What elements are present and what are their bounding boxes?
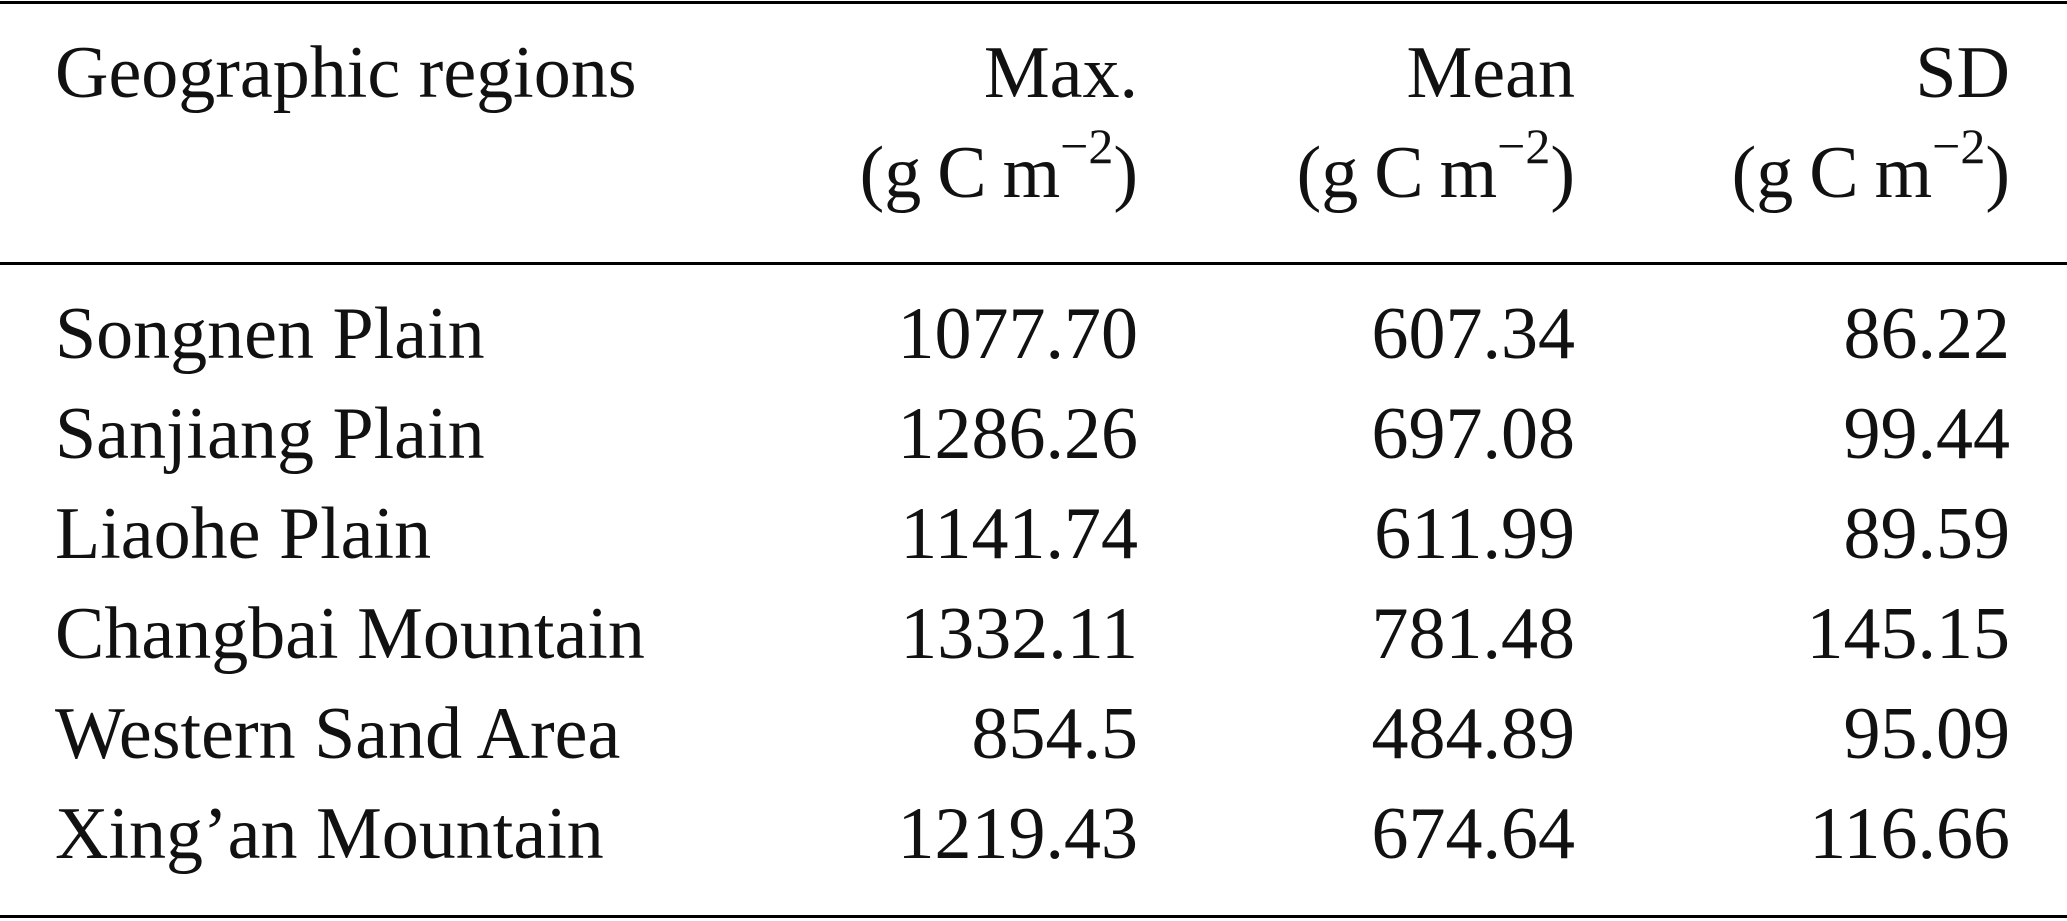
sd-cell: 86.22	[1843, 293, 2011, 375]
sd-cell: 89.59	[1843, 493, 2011, 575]
header-max: Max.	[983, 32, 1138, 114]
table-row: Sanjiang Plain 1286.26 697.08 99.44	[0, 397, 2067, 497]
region-cell: Songnen Plain	[55, 293, 485, 375]
table-row: Changbai Mountain 1332.11 781.48 145.15	[0, 597, 2067, 697]
mean-cell: 607.34	[1371, 293, 1576, 375]
mean-cell: 484.89	[1371, 693, 1576, 775]
table-row: Liaohe Plain 1141.74 611.99 89.59	[0, 497, 2067, 597]
max-cell: 1219.43	[897, 793, 1139, 875]
mean-cell: 781.48	[1371, 593, 1576, 675]
region-cell: Western Sand Area	[55, 693, 621, 775]
sd-cell: 95.09	[1843, 693, 2011, 775]
region-cell: Sanjiang Plain	[55, 393, 485, 475]
header-mean: Mean	[1406, 32, 1576, 114]
header-region: Geographic regions	[55, 32, 637, 114]
max-cell: 1077.70	[897, 293, 1139, 375]
table-row: Songnen Plain 1077.70 607.34 86.22	[0, 297, 2067, 397]
max-cell: 1286.26	[897, 393, 1139, 475]
header-sd: SD	[1915, 32, 2010, 114]
region-cell: Liaohe Plain	[55, 493, 432, 575]
mean-cell: 697.08	[1371, 393, 1576, 475]
max-cell: 1141.74	[900, 493, 1138, 575]
region-cell: Changbai Mountain	[55, 593, 645, 675]
sd-cell: 145.15	[1806, 593, 2011, 675]
max-cell: 854.5	[971, 693, 1139, 775]
header-rule	[0, 262, 2067, 265]
sd-cell: 99.44	[1843, 393, 2011, 475]
region-cell: Xing’an Mountain	[55, 793, 604, 875]
bottom-rule	[0, 915, 2067, 918]
table-row: Western Sand Area 854.5 484.89 95.09	[0, 697, 2067, 797]
table-row: Xing’an Mountain 1219.43 674.64 116.66	[0, 797, 2067, 897]
mean-cell: 611.99	[1374, 493, 1575, 575]
sd-cell: 116.66	[1809, 793, 2010, 875]
mean-cell: 674.64	[1371, 793, 1576, 875]
max-cell: 1332.11	[900, 593, 1138, 675]
top-rule	[0, 1, 2067, 4]
